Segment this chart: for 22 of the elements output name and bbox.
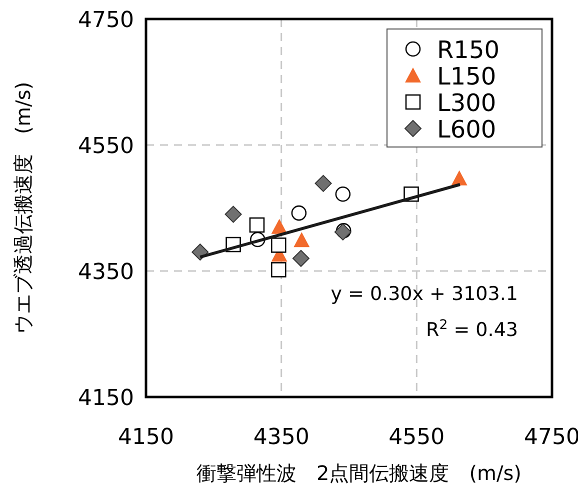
point bbox=[224, 206, 242, 223]
point bbox=[249, 217, 265, 233]
point bbox=[270, 262, 286, 278]
legend-label: L150 bbox=[437, 62, 496, 90]
y-axis-title: ウエブ透過伝搬速度 (m/s) bbox=[11, 82, 35, 334]
annotation: y = 0.30x + 3103.1 bbox=[330, 283, 518, 305]
y-tick-label: 4750 bbox=[78, 8, 134, 33]
annotation: R$^{2}$ = 0.43 bbox=[426, 318, 518, 341]
legend-label: L300 bbox=[437, 89, 496, 117]
point bbox=[451, 170, 468, 186]
point bbox=[314, 174, 332, 192]
legend-label: L600 bbox=[437, 116, 496, 144]
point bbox=[292, 250, 310, 267]
point bbox=[291, 205, 307, 221]
legend-label: R150 bbox=[437, 36, 500, 64]
y-tick-label: 4150 bbox=[78, 386, 134, 411]
point bbox=[335, 186, 351, 202]
point bbox=[270, 238, 286, 253]
y-tick-label: 4550 bbox=[78, 134, 134, 159]
point bbox=[294, 232, 310, 248]
y-tick-label: 4350 bbox=[78, 260, 134, 285]
x-axis-title: 衝撃弾性波 2点間伝搬速度 (m/s) bbox=[196, 461, 522, 485]
